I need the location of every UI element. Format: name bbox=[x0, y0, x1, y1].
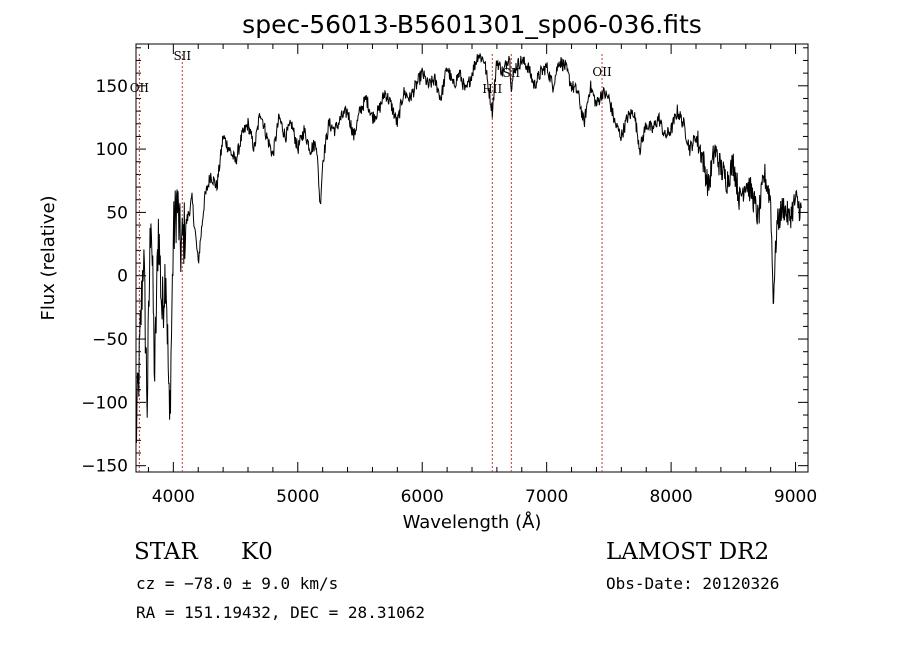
y-tick-label: 0 bbox=[117, 267, 128, 287]
object-subclass: K0 bbox=[241, 539, 273, 565]
survey-name: LAMOST DR2 bbox=[606, 539, 769, 565]
coordinates: RA = 151.19432, DEC = 28.31062 bbox=[136, 603, 425, 622]
x-tick-label: 8000 bbox=[649, 487, 692, 507]
y-tick-label: −50 bbox=[92, 330, 128, 350]
y-tick-label: 50 bbox=[106, 203, 128, 223]
x-tick-label: 9000 bbox=[774, 487, 817, 507]
chart-title: spec-56013-B5601301_sp06-036.fits bbox=[242, 10, 702, 39]
x-tick-label: 5000 bbox=[276, 487, 319, 507]
redshift-velocity: cz = −78.0 ± 9.0 km/s bbox=[136, 574, 338, 593]
line-marker-label: HII bbox=[482, 82, 502, 96]
line-marker-label: SII bbox=[173, 49, 191, 63]
x-tick-label: 4000 bbox=[152, 487, 195, 507]
object-class: STAR bbox=[134, 539, 198, 565]
y-tick-label: −100 bbox=[81, 393, 128, 413]
y-tick-label: 100 bbox=[96, 140, 128, 160]
line-marker-label: OII bbox=[130, 81, 150, 95]
y-tick-label: 150 bbox=[96, 77, 128, 97]
line-marker-label: OII bbox=[592, 65, 612, 79]
x-tick-label: 6000 bbox=[401, 487, 444, 507]
observation-date: Obs-Date: 20120326 bbox=[606, 574, 779, 593]
axis-ticks: 4000 5000 6000 7000 8000 9000 −150 −100 −50 0 50 10… bbox=[81, 44, 817, 507]
spectrum-line bbox=[135, 53, 802, 443]
x-axis-label: Wavelength (Å) bbox=[403, 511, 542, 533]
y-axis-label: Flux (relative) bbox=[38, 195, 59, 320]
y-tick-label: −150 bbox=[81, 457, 128, 477]
x-tick-label: 7000 bbox=[525, 487, 568, 507]
plot-frame bbox=[135, 43, 809, 473]
